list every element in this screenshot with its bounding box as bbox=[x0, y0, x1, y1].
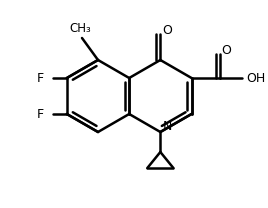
Text: F: F bbox=[36, 108, 43, 120]
Text: CH₃: CH₃ bbox=[69, 22, 91, 36]
Text: O: O bbox=[222, 43, 232, 57]
Text: O: O bbox=[162, 24, 172, 36]
Text: OH: OH bbox=[246, 72, 265, 84]
Text: F: F bbox=[36, 72, 43, 84]
Text: N: N bbox=[163, 120, 172, 134]
